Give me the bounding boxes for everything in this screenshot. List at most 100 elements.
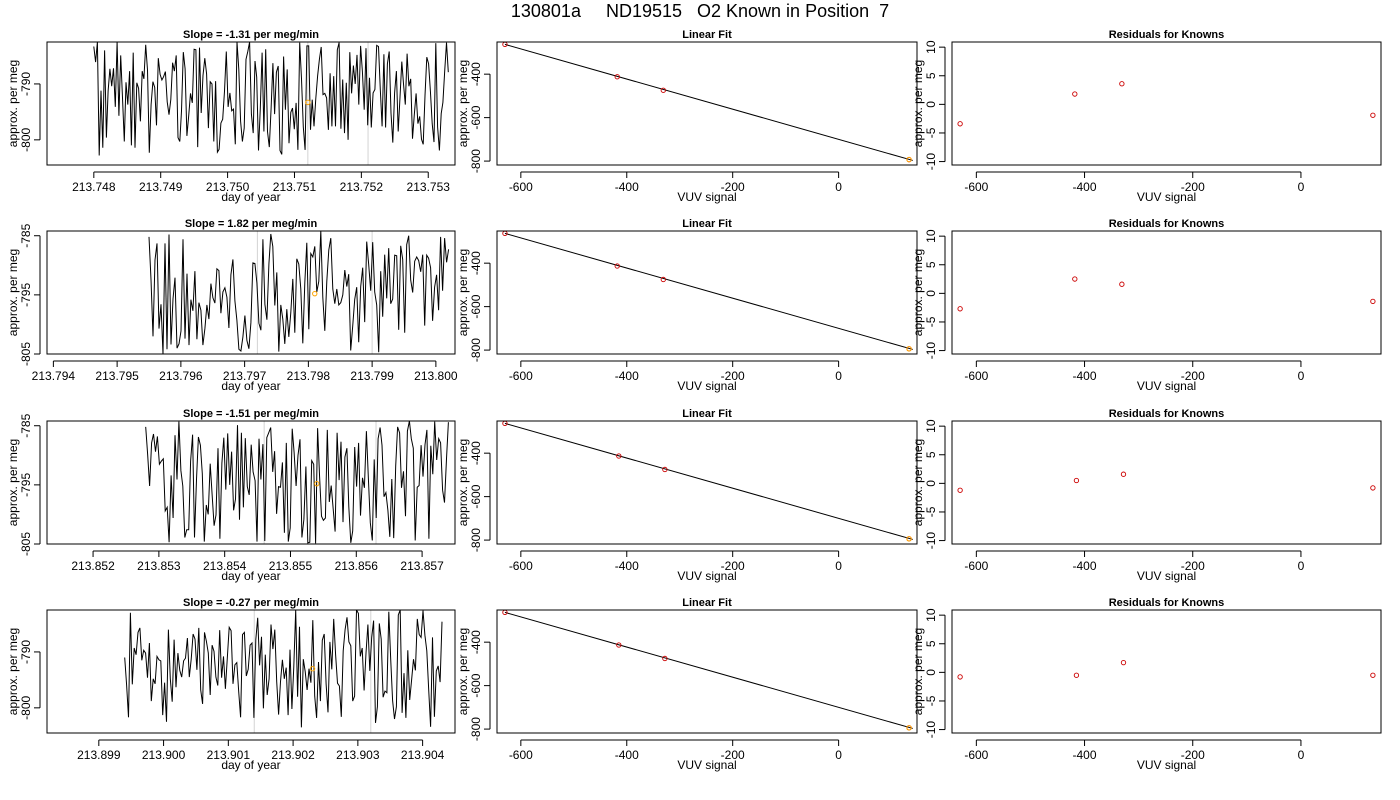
data-point [1073,477,1080,484]
data-point [1370,485,1376,491]
y-axis-label: approx. per meg [456,60,470,147]
data-point [1119,81,1125,87]
data-series-line [93,42,449,156]
y-tick-label: -400 [469,62,483,86]
data-point [1120,471,1127,477]
x-tick-label: -400 [615,748,639,762]
data-point [1119,281,1125,287]
panel-title: Slope = -0.27 per meg/min [183,597,319,609]
data-point [1072,276,1078,282]
y-tick-label: -10 [924,532,938,550]
x-tick-label: -200 [1181,559,1205,573]
y-tick-label: -600 [469,484,483,508]
x-tick-label: 213.751 [273,180,317,194]
x-tick-label: 213.800 [414,369,458,383]
panel-r0-c0: 213.748 213.749 213.750 213.751 213.752 213.7… [6,29,456,204]
x-tick-label: -400 [615,559,639,573]
x-tick-label: 213.856 [335,559,379,573]
y-tick-label: -400 [469,630,483,654]
panel-r2-c2: -600 -400 -200 0 10 5 0 -5 -10 Residuals for Know… [911,408,1382,583]
highlight-point [906,536,912,542]
plot-frame [496,41,918,166]
panel-title: Residuals for Knowns [1109,408,1225,420]
x-tick-label: -400 [615,180,639,194]
panel-r0-c2: -600 -400 -200 0 10 5 0 -5 -10 Residuals for Know… [911,29,1382,204]
x-tick-label: -200 [721,748,745,762]
x-tick-label: 213.749 [139,180,183,194]
fit-line [504,43,913,161]
x-tick-label: -600 [964,748,988,762]
data-point [1370,672,1376,678]
y-tick-label: -10 [924,153,938,171]
highlight-point [906,725,912,731]
plot-frame [46,609,456,734]
panel-r3-c1: -600 -400 -200 0 -400 -600 -800 Linear Fit VUV s… [456,597,918,772]
x-tick-label: 213.853 [137,559,181,573]
y-axis-label: approx. per meg [6,628,20,715]
data-point [957,487,963,493]
x-axis-label: day of year [221,569,280,583]
plot-frame [951,41,1382,166]
y-tick-label: -800 [469,149,483,173]
x-axis-label: VUV signal [1137,379,1196,393]
panel-title: Linear Fit [682,218,732,230]
y-tick-label: 10 [924,608,938,622]
y-tick-label: -800 [469,717,483,741]
y-tick-label: -805 [19,532,33,556]
x-tick-label: 213.855 [269,559,313,573]
x-tick-label: 0 [1298,748,1305,762]
x-axis-label: VUV signal [677,569,736,583]
x-axis-label: day of year [221,190,280,204]
panel-r2-c0: 213.852 213.853 213.854 213.855 213.856 213.8… [6,408,456,583]
x-tick-label: -400 [1073,748,1097,762]
data-point [614,263,620,269]
x-tick-label: -400 [615,369,639,383]
y-axis-label: approx. per meg [456,439,470,526]
y-tick-label: -790 [19,640,33,664]
y-tick-label: 10 [924,419,938,433]
x-tick-label: -400 [1073,369,1097,383]
x-tick-label: 213.799 [350,369,394,383]
plot-frame [496,609,918,734]
y-tick-label: 5 [924,640,938,647]
y-tick-label: -5 [924,506,938,517]
plot-frame [951,420,1382,545]
x-tick-label: 213.798 [287,369,331,383]
panel-r1-c1: -600 -400 -200 0 -400 -600 -800 Linear Fit VUV s… [456,218,918,393]
x-tick-label: -400 [1073,559,1097,573]
x-tick-label: -200 [1181,369,1205,383]
y-axis-label: approx. per meg [911,439,925,526]
x-tick-label: 213.903 [336,748,380,762]
x-tick-label: -600 [509,369,533,383]
x-tick-label: 213.753 [407,180,451,194]
y-axis-label: approx. per meg [456,628,470,715]
plot-frame [496,230,918,355]
data-point [662,466,668,473]
data-point [660,87,666,93]
y-tick-label: -400 [469,441,483,465]
highlight-point [305,99,311,106]
y-tick-label: -800 [469,338,483,362]
y-tick-label: 5 [924,72,938,79]
data-point [616,453,622,459]
x-axis-label: day of year [221,379,280,393]
panel-r3-c2: -600 -400 -200 0 10 5 0 -5 -10 Residuals for Know… [911,597,1382,772]
x-tick-label: -200 [1181,748,1205,762]
x-tick-label: 213.854 [203,559,247,573]
data-series-line [124,610,443,728]
x-tick-label: -600 [964,369,988,383]
plot-frame [951,230,1382,355]
x-tick-label: 213.900 [142,748,186,762]
x-axis-label: day of year [221,758,280,772]
y-tick-label: -785 [19,223,33,247]
data-point [660,276,666,283]
x-tick-label: -600 [509,559,533,573]
fit-line [504,611,913,729]
y-tick-label: 5 [924,261,938,268]
x-axis-label: VUV signal [677,379,736,393]
x-tick-label: 0 [835,748,842,762]
panel-title: Slope = -1.51 per meg/min [183,408,319,420]
highlight-point [309,666,316,672]
x-tick-label: -600 [964,559,988,573]
y-tick-label: -800 [19,128,33,152]
